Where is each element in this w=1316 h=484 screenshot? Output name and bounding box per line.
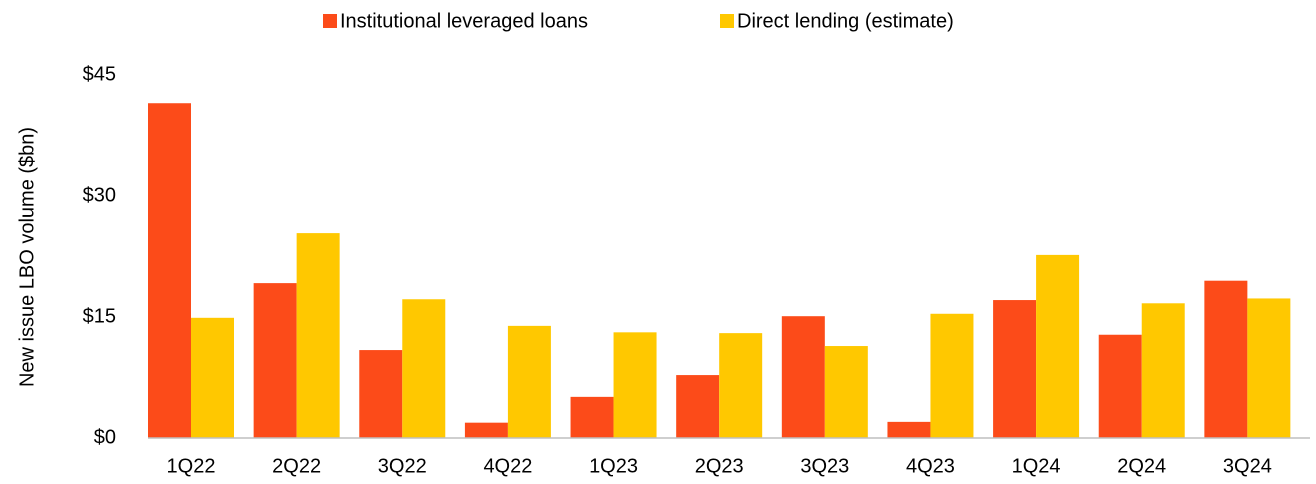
x-tick-label: 2Q24 xyxy=(1117,455,1166,477)
legend-label: Institutional leveraged loans xyxy=(340,10,588,32)
bar xyxy=(507,325,551,438)
bar xyxy=(1247,298,1291,438)
bar xyxy=(402,299,446,438)
bar xyxy=(1036,254,1080,438)
x-tick-label: 1Q22 xyxy=(167,455,216,477)
x-tick-label: 1Q23 xyxy=(589,455,638,477)
bar xyxy=(253,283,297,438)
y-tick-label: $0 xyxy=(94,426,116,448)
bar xyxy=(887,421,931,438)
x-tick-label: 1Q24 xyxy=(1012,455,1061,477)
bar xyxy=(464,422,508,438)
bar xyxy=(676,375,720,438)
bar xyxy=(359,350,403,438)
bar xyxy=(781,316,825,438)
bar xyxy=(1204,280,1248,438)
x-tick-label: 4Q23 xyxy=(906,455,955,477)
x-tick-label: 3Q22 xyxy=(378,455,427,477)
y-tick-label: $15 xyxy=(83,305,116,327)
legend-swatch xyxy=(720,14,734,28)
legend-swatch xyxy=(323,14,337,28)
x-tick-label: 2Q23 xyxy=(695,455,744,477)
x-tick-label: 3Q23 xyxy=(800,455,849,477)
y-tick-label: $45 xyxy=(83,63,116,85)
legend-label: Direct lending (estimate) xyxy=(737,10,954,32)
bar xyxy=(719,333,763,438)
bar xyxy=(613,332,657,438)
bar xyxy=(930,313,974,438)
bar xyxy=(993,300,1037,438)
x-tick-label: 4Q22 xyxy=(483,455,532,477)
y-tick-label: $30 xyxy=(83,184,116,206)
bar xyxy=(570,396,614,438)
bar xyxy=(148,103,191,438)
y-axis-label: New issue LBO volume ($bn) xyxy=(16,127,38,387)
bar xyxy=(824,346,868,438)
bar xyxy=(1098,334,1142,438)
x-tick-label: 3Q24 xyxy=(1223,455,1272,477)
bar xyxy=(1141,303,1185,438)
bar xyxy=(296,233,340,438)
bar xyxy=(191,317,234,438)
x-tick-label: 2Q22 xyxy=(272,455,321,477)
